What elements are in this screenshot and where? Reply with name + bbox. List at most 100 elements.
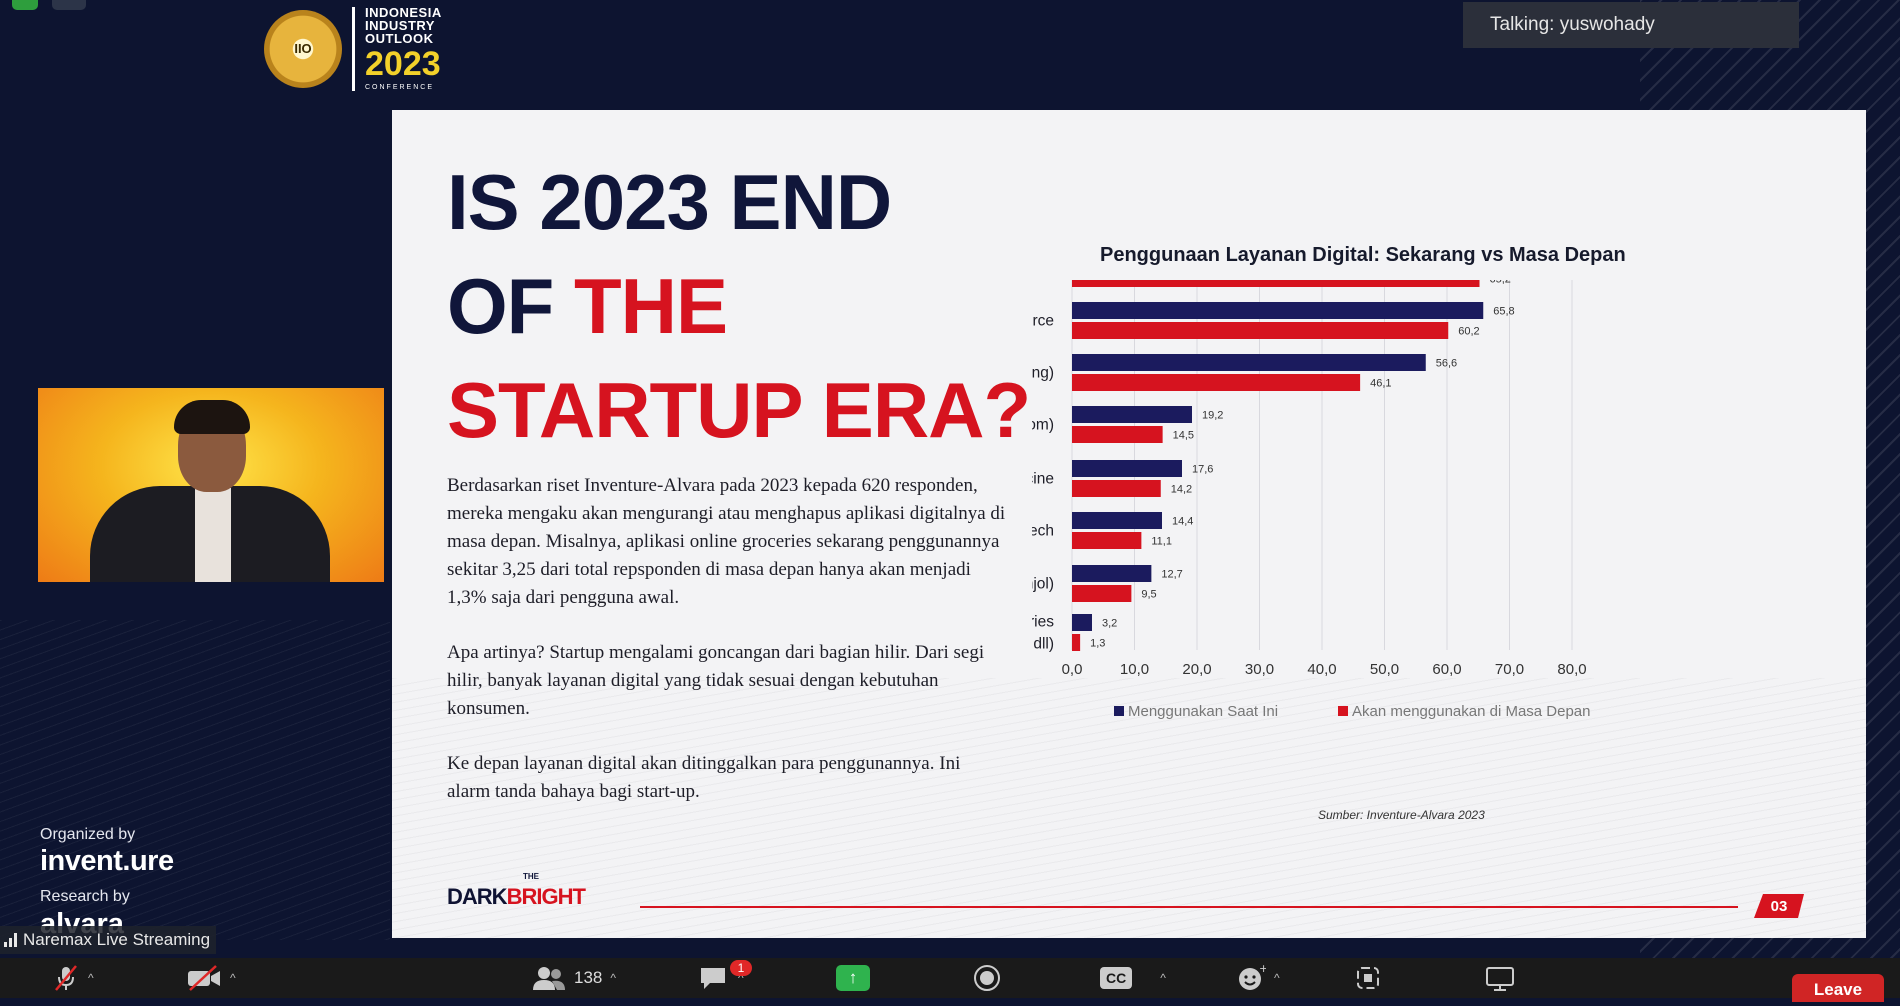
leave-button[interactable]: Leave [1792, 974, 1884, 1002]
event-logo-divider [352, 6, 355, 91]
bar-value-label: 14,2 [1171, 484, 1192, 496]
event-logo: IIO INDONESIA INDUSTRY OUTLOOK 2023 CONF… [264, 6, 442, 91]
category-label: Transportasi Online (Ride Hailing) [1032, 365, 1054, 382]
x-tick-label: 80,0 [1557, 661, 1586, 678]
chat-button[interactable]: ^ [698, 958, 744, 998]
bar-value-label: 60,2 [1458, 326, 1479, 338]
x-tick-label: 0,0 [1062, 661, 1083, 678]
chart-bar [1072, 426, 1163, 443]
body-paragraph: Berdasarkan riset Inventure-Alvara pada … [447, 475, 1006, 608]
bar-value-label: 65,2 [1490, 280, 1511, 286]
bar-value-label: 46,1 [1370, 378, 1391, 390]
share-screen-button[interactable]: ↑ [836, 958, 870, 998]
record-icon [974, 965, 1000, 991]
captions-icon: CC [1100, 967, 1133, 989]
chat-icon [701, 968, 725, 989]
stream-name-label: Naremax Live Streaming [0, 926, 217, 954]
video-off-icon[interactable] [186, 964, 222, 992]
mute-control[interactable]: ^ [52, 958, 94, 998]
bar-value-label: 1,3 [1090, 638, 1105, 650]
video-control[interactable]: ^ [186, 958, 236, 998]
chart-bar [1072, 480, 1161, 497]
headline-line-2: OF THE [447, 262, 728, 350]
category-label: Telemedicine [1032, 471, 1054, 488]
dark-bright-logo: THE DARKBRIGHT [447, 872, 586, 910]
bar-chart: 0,010,020,030,040,050,060,070,080,074,86… [1032, 280, 1591, 720]
event-subtitle: CONFERENCE [365, 84, 435, 91]
security-shield-icon[interactable] [12, 0, 38, 10]
mute-options-caret-icon[interactable]: ^ [88, 971, 94, 985]
logo-the: THE [523, 872, 539, 881]
participants-caret-icon[interactable]: ^ [610, 971, 617, 985]
chart-bar [1072, 406, 1192, 423]
bar-value-label: 65,8 [1493, 306, 1514, 318]
event-title-line: INDONESIA [365, 5, 442, 20]
event-title: INDONESIA INDUSTRY OUTLOOK 2023 CONFEREN… [365, 6, 442, 91]
chart-bar [1072, 585, 1132, 602]
talking-indicator: Talking: yuswohady [1463, 2, 1799, 48]
category-label: Online Groceries [1032, 614, 1054, 631]
bar-value-label: 11,1 [1151, 536, 1172, 548]
x-tick-label: 20,0 [1182, 661, 1211, 678]
top-status-icons [12, 0, 86, 10]
chart-bar [1072, 302, 1484, 319]
apps-button[interactable] [1354, 958, 1382, 998]
record-button[interactable] [972, 958, 1002, 998]
research-by-label: Research by [40, 888, 130, 905]
x-tick-label: 10,0 [1120, 661, 1149, 678]
participants-button[interactable]: 138 ^ [532, 958, 616, 998]
x-tick-label: 30,0 [1245, 661, 1274, 678]
legend-swatch [1338, 706, 1348, 716]
shared-slide: IS 2023 END OF THE STARTUP ERA? Berdasar… [392, 110, 1866, 938]
headline-line-3: STARTUP ERA? [447, 366, 1031, 454]
category-label: Fintech Lending (Pinjol) [1032, 576, 1054, 593]
captions-caret-icon[interactable]: ^ [1160, 971, 1166, 985]
chart-title: Penggunaan Layanan Digital: Sekarang vs … [1100, 244, 1626, 266]
body-paragraph: Apa artinya? Startup mengalami goncangan… [447, 642, 985, 719]
chart-bar [1072, 512, 1162, 529]
bar-value-label: 17,6 [1192, 464, 1213, 476]
slide-page-number: 03 [1754, 894, 1804, 918]
reactions-button[interactable]: + ^ [1236, 958, 1280, 998]
x-tick-label: 70,0 [1495, 661, 1524, 678]
share-screen-icon: ↑ [836, 965, 870, 991]
mic-muted-icon[interactable] [52, 964, 80, 992]
organized-by-label: Organized by [40, 826, 136, 843]
chart-bar [1072, 354, 1426, 371]
chart-bar [1072, 322, 1449, 339]
info-icon[interactable] [52, 0, 86, 10]
bar-value-label: 3,2 [1102, 618, 1117, 630]
participants-icon [533, 967, 565, 990]
video-options-caret-icon[interactable]: ^ [230, 971, 236, 985]
whiteboard-button[interactable] [1484, 958, 1516, 998]
legend-label: Akan menggunakan di Masa Depan [1352, 703, 1591, 720]
background-wave-lines [0, 620, 390, 940]
sponsor-branding: Organized by invent.ure Research by alva… [40, 826, 174, 939]
chat-caret-icon[interactable]: ^ [738, 971, 744, 985]
chart-bar [1072, 374, 1361, 391]
participants-count: 138 [574, 968, 603, 987]
bar-value-label: 14,4 [1172, 516, 1193, 528]
slide-body-text: Berdasarkan riset Inventure-Alvara pada … [447, 472, 1007, 833]
captions-button[interactable]: CC ^ [1100, 958, 1166, 998]
bar-value-label: 19,2 [1202, 410, 1223, 422]
speaker-shirt [195, 488, 231, 582]
headline-line-1: IS 2023 END [447, 158, 892, 246]
chart-bar [1072, 280, 1480, 287]
bar-value-label: 14,5 [1173, 430, 1194, 442]
bar-value-label: 12,7 [1161, 569, 1182, 581]
organizer-logo: invent.ure [40, 845, 174, 877]
event-year: 2023 [365, 45, 441, 83]
apps-icon [1357, 967, 1379, 989]
x-tick-label: 40,0 [1307, 661, 1336, 678]
reactions-icon: + [1239, 963, 1266, 990]
chart-bar [1072, 565, 1152, 582]
speaker-hair [174, 400, 250, 434]
signal-bars-icon [4, 933, 17, 947]
category-label: OTA (Misal, Traveloka, Tiket.com) [1032, 417, 1054, 434]
meeting-toolbar: ^ ^ 138 ^ ^ 1 ↑ CC ^ + ^ Leave [0, 958, 1900, 1002]
speaker-video-tile[interactable] [38, 388, 384, 582]
body-paragraph: Ke depan layanan digital akan ditinggalk… [447, 753, 961, 802]
slide-headline: IS 2023 END OF THE STARTUP ERA? [447, 150, 1031, 462]
reactions-caret-icon[interactable]: ^ [1274, 971, 1280, 985]
